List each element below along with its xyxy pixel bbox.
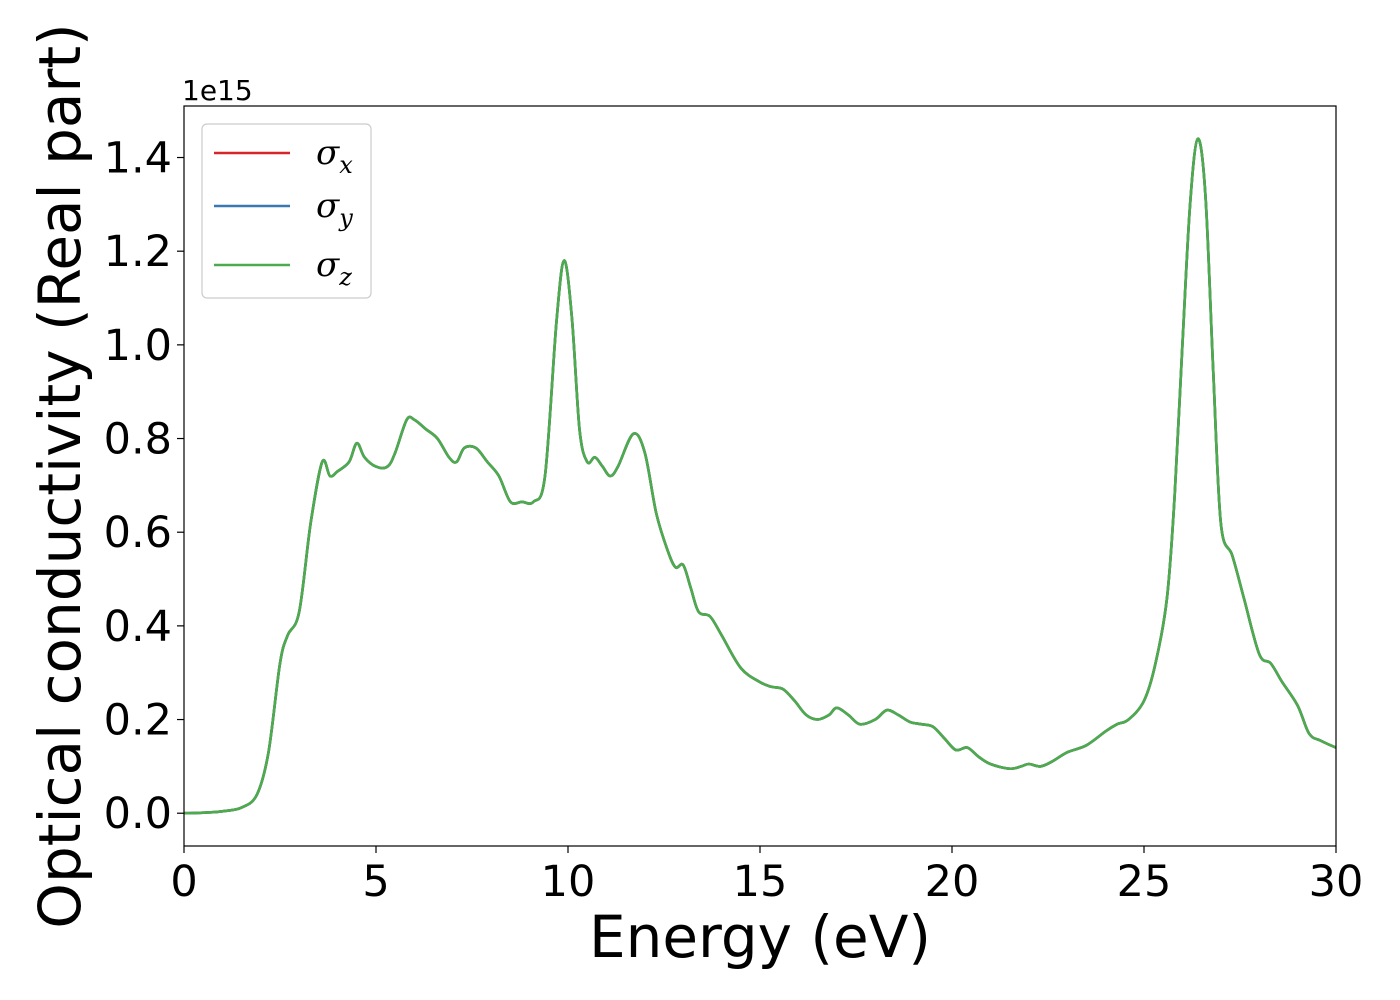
x-axis-ticks: 0 5 10 15 20 25 30	[170, 846, 1363, 907]
x-tick-label: 15	[733, 857, 788, 907]
x-tick-label: 0	[170, 857, 197, 907]
y-tick-label: 1.0	[104, 321, 172, 371]
series-line-sigma-z	[183, 137, 1337, 815]
y-tick-label: 0.6	[104, 508, 172, 558]
series-lines	[183, 137, 1337, 815]
legend: σx σy σz	[201, 123, 372, 299]
y-tick-label: 1.2	[104, 227, 172, 277]
y-offset-label: 1e15	[182, 74, 253, 107]
x-axis-label: Energy (eV)	[589, 903, 931, 971]
y-tick-label: 0.4	[104, 602, 172, 652]
x-tick-label: 5	[362, 857, 389, 907]
y-axis-label: Optical conductivity (Real part)	[26, 23, 94, 928]
x-tick-label: 25	[1117, 857, 1172, 907]
plot-background	[184, 106, 1336, 846]
legend-label-sigma-y: σy	[316, 186, 353, 232]
legend-box	[201, 123, 372, 299]
x-tick-label: 10	[541, 857, 596, 907]
y-axis-ticks: 0.0 0.2 0.4 0.6 0.8 1.0 1.2 1.4	[104, 134, 184, 839]
y-tick-label: 0.0	[104, 789, 172, 839]
y-tick-label: 1.4	[104, 134, 172, 184]
legend-label-sigma-x: σx	[316, 133, 353, 179]
y-tick-label: 0.8	[104, 415, 172, 465]
y-tick-label: 0.2	[104, 696, 172, 746]
x-tick-label: 20	[925, 857, 980, 907]
legend-label-sigma-z: σz	[316, 245, 352, 291]
x-tick-label: 30	[1309, 857, 1364, 907]
